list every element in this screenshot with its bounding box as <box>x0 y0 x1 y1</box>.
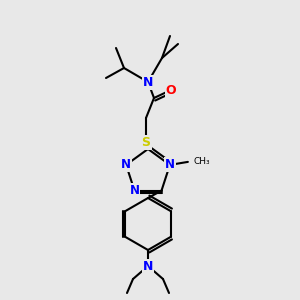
Text: N: N <box>130 184 140 197</box>
Text: N: N <box>143 76 153 88</box>
Text: N: N <box>121 158 131 171</box>
Text: N: N <box>165 158 175 171</box>
Text: N: N <box>143 260 153 272</box>
Text: O: O <box>166 83 176 97</box>
Text: S: S <box>142 136 151 148</box>
Text: CH₃: CH₃ <box>194 158 211 166</box>
